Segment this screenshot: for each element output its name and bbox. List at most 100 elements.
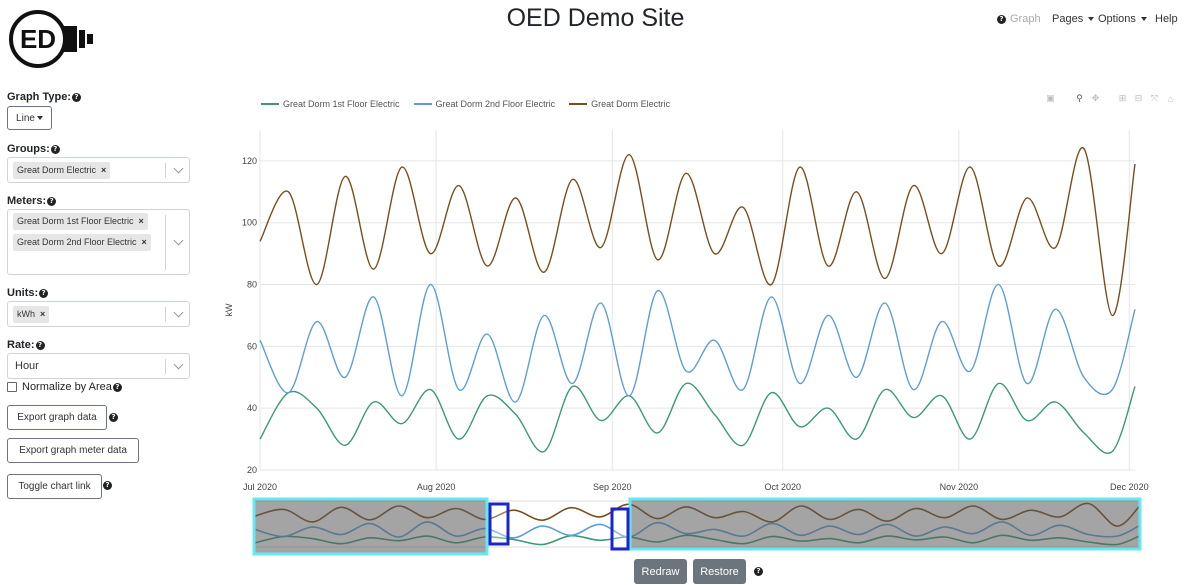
select-separator xyxy=(165,307,166,322)
logo-text: ED xyxy=(20,24,56,54)
chart-series xyxy=(259,147,1136,454)
help-circle-icon[interactable]: ? xyxy=(112,382,122,392)
help-circle-icon[interactable]: ? xyxy=(71,92,81,102)
graph-type-dropdown[interactable]: Line xyxy=(7,106,52,130)
zoom-out-icon[interactable]: ⊟ xyxy=(1134,93,1143,103)
legend-swatch xyxy=(261,103,279,105)
legend-item[interactable]: Great Dorm Electric xyxy=(569,99,670,109)
help-circle-icon[interactable]: ? xyxy=(47,196,57,206)
y-tick-label: 40 xyxy=(247,403,257,413)
legend-item[interactable]: Great Dorm 1st Floor Electric xyxy=(261,99,400,109)
units-label-text: Units: xyxy=(7,287,39,299)
normalize-checkbox[interactable] xyxy=(7,382,17,392)
units-label: Units: ? xyxy=(7,287,49,299)
y-tick-label: 80 xyxy=(247,280,257,290)
nav-graph[interactable]: ? Graph xyxy=(997,13,1041,25)
meter-chip: Great Dorm 2nd Floor Electric × xyxy=(13,234,151,251)
chevron-down-icon[interactable] xyxy=(173,235,184,246)
x-tick-label: Aug 2020 xyxy=(417,482,456,492)
x-tick-label: Jul 2020 xyxy=(243,482,277,492)
remove-icon[interactable]: × xyxy=(101,165,107,175)
caret-down-icon xyxy=(1140,17,1147,21)
restore-button[interactable]: Restore xyxy=(693,559,746,584)
nav-options[interactable]: Options xyxy=(1098,13,1147,25)
rate-label: Rate: ? xyxy=(7,339,45,351)
chevron-down-icon[interactable] xyxy=(173,163,184,174)
legend-label: Great Dorm 1st Floor Electric xyxy=(283,99,400,109)
units-select[interactable]: kWh × xyxy=(7,301,190,327)
help-circle-icon[interactable]: ? xyxy=(109,413,118,422)
spacer xyxy=(1106,93,1112,104)
y-tick-label: 20 xyxy=(247,465,257,475)
meters-select[interactable]: Great Dorm 1st Floor Electric × Great Dor… xyxy=(7,209,190,275)
help-circle-icon[interactable]: ? xyxy=(754,567,763,576)
help-circle-icon[interactable]: ? xyxy=(39,288,49,298)
groups-select[interactable]: Great Dorm Electric × xyxy=(7,157,190,183)
x-tick-label: Oct 2020 xyxy=(764,482,801,492)
help-circle-icon[interactable]: ? xyxy=(103,481,112,490)
x-tick-label: Sep 2020 xyxy=(593,482,632,492)
x-tick-label: Dec 2020 xyxy=(1110,482,1149,492)
oed-logo: ED xyxy=(5,8,100,70)
remove-icon[interactable]: × xyxy=(40,309,46,319)
group-chip: Great Dorm Electric × xyxy=(13,162,111,179)
spacer xyxy=(1061,93,1069,104)
reset-axes-icon[interactable]: ⌂ xyxy=(1167,93,1174,104)
legend-label: Great Dorm 2nd Floor Electric xyxy=(435,99,556,109)
chevron-down-icon[interactable] xyxy=(173,359,184,370)
remove-icon[interactable]: × xyxy=(141,237,147,247)
zoom-in-icon[interactable]: ⊞ xyxy=(1118,93,1127,103)
meters-label-text: Meters: xyxy=(7,195,47,207)
nav-help[interactable]: Help xyxy=(1155,13,1178,25)
range-handle-right xyxy=(610,507,630,551)
meter-chip: Great Dorm 1st Floor Electric × xyxy=(13,213,148,230)
chart-toolbar: ▣ ⚲ ✥ ⊞ ⊟ ⤧ ⌂ ▥ xyxy=(1045,93,1191,104)
export-graph-meter-data-button[interactable]: Export graph meter data xyxy=(7,438,139,463)
rate-label-text: Rate: xyxy=(7,339,35,351)
remove-icon[interactable]: × xyxy=(138,216,144,226)
nav-pages[interactable]: Pages xyxy=(1052,13,1095,25)
series-line xyxy=(259,147,1136,317)
meter-chip-label: Great Dorm 2nd Floor Electric xyxy=(17,237,137,247)
line-chart[interactable]: 20 40 60 80 100 120 Jul 2020 Aug 2020 Sep 2020 O… xyxy=(220,118,1160,500)
autoscale-icon[interactable]: ⤧ xyxy=(1150,93,1159,103)
nav-help-label: Help xyxy=(1155,13,1178,25)
nav-pages-label: Pages xyxy=(1052,13,1084,25)
range-slider[interactable] xyxy=(250,497,1150,557)
pan-icon[interactable]: ✥ xyxy=(1091,93,1100,103)
x-tick-labels: Jul 2020 Aug 2020 Sep 2020 Oct 2020 Nov 2020… xyxy=(243,482,1149,492)
help-circle-icon[interactable]: ? xyxy=(50,144,60,154)
select-separator xyxy=(165,163,166,178)
export-graph-data-button[interactable]: Export graph data xyxy=(7,405,107,430)
chart-grid xyxy=(259,130,1135,471)
camera-icon[interactable]: ▣ xyxy=(1046,93,1055,103)
rate-select[interactable]: Hour xyxy=(7,353,190,379)
unit-chip: kWh × xyxy=(13,306,50,323)
caret-down-icon xyxy=(36,116,43,120)
graph-type-value: Line xyxy=(16,112,35,124)
groups-label: Groups: ? xyxy=(7,143,60,155)
y-tick-label: 120 xyxy=(242,156,257,166)
chevron-down-icon[interactable] xyxy=(173,307,184,318)
meter-chip-label: Great Dorm 1st Floor Electric xyxy=(17,216,134,226)
help-circle-icon[interactable]: ? xyxy=(35,340,45,350)
zoom-icon[interactable]: ⚲ xyxy=(1076,93,1083,103)
y-axis-label: kW xyxy=(224,303,234,317)
groups-label-text: Groups: xyxy=(7,143,50,155)
range-mask-left xyxy=(252,497,489,556)
nav-graph-label: Graph xyxy=(1010,13,1041,25)
range-slider-handles xyxy=(488,502,630,551)
redraw-button[interactable]: Redraw xyxy=(634,559,687,584)
toggle-chart-link-button[interactable]: Toggle chart link xyxy=(7,474,102,499)
series-line xyxy=(259,283,1136,403)
rate-value: Hour xyxy=(15,360,39,372)
select-separator xyxy=(165,359,166,374)
unit-chip-label: kWh xyxy=(17,309,35,319)
series-line xyxy=(259,382,1136,454)
y-tick-label: 100 xyxy=(242,218,257,228)
caret-down-icon xyxy=(1088,17,1095,21)
normalize-option: Normalize by Area ? xyxy=(7,381,122,393)
x-tick-label: Nov 2020 xyxy=(940,482,979,492)
legend-item[interactable]: Great Dorm 2nd Floor Electric xyxy=(413,99,556,109)
nav-options-label: Options xyxy=(1098,13,1136,25)
